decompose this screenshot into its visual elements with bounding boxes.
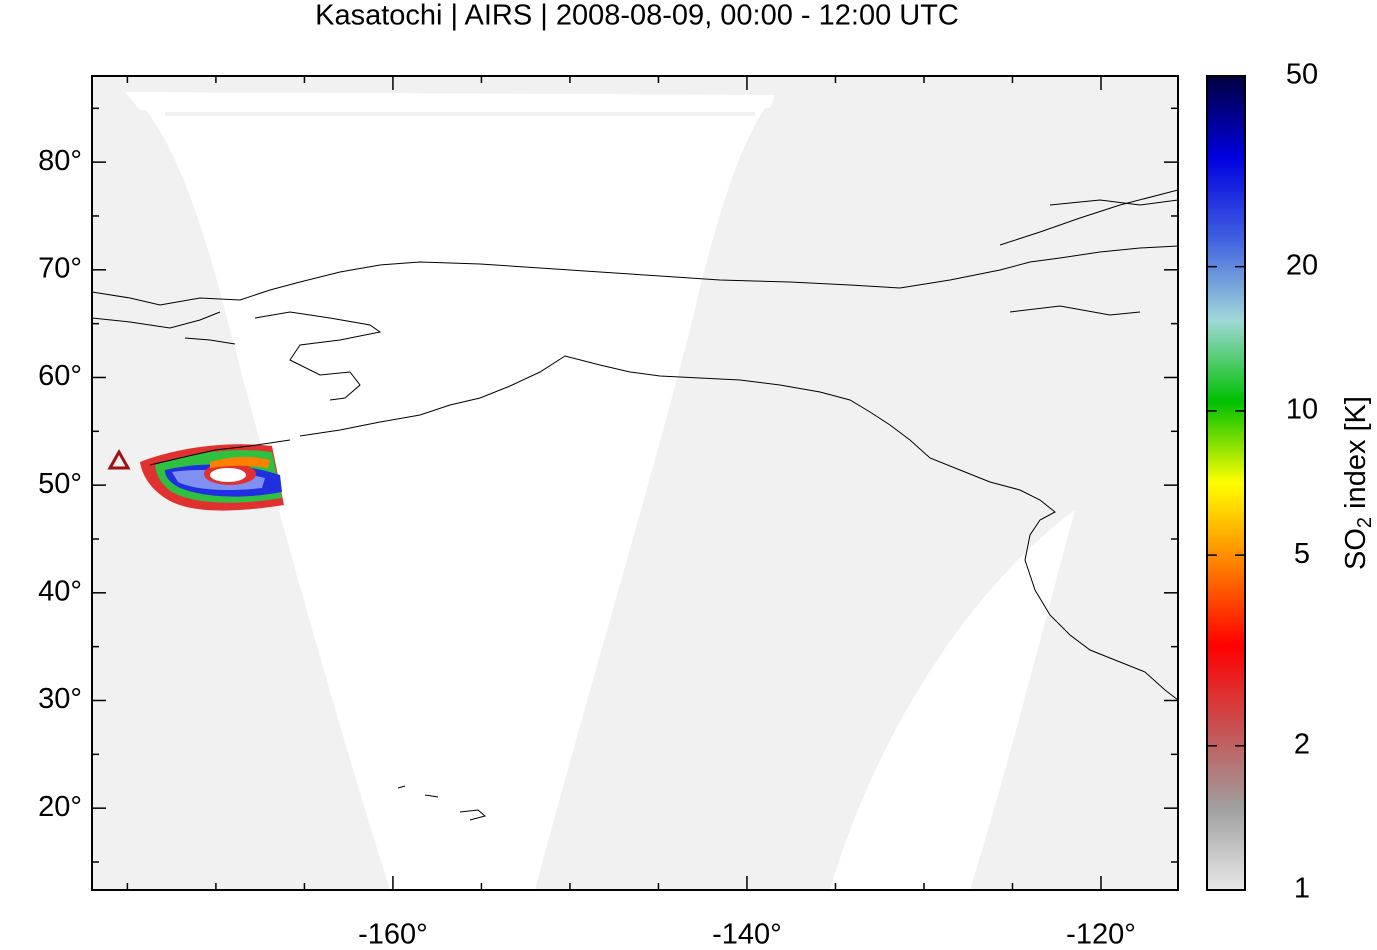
colorbar-label-main: SO: [1340, 528, 1372, 570]
so2-plume: [140, 444, 284, 511]
map: [92, 76, 1178, 890]
swath-gap: [125, 92, 775, 110]
colorbar-label-rest: index [K]: [1340, 396, 1372, 517]
y-tick-label: 50°: [38, 468, 82, 500]
x-tick-label: -120°: [1066, 919, 1136, 950]
colorbar-tick-label: 1: [1294, 873, 1310, 905]
volcano-marker: [107, 448, 131, 470]
scan-line: [165, 112, 755, 116]
colorbar-label-sub: 2: [1354, 517, 1376, 528]
swath-gap: [100, 92, 775, 890]
y-tick-label: 60°: [38, 360, 82, 392]
colorbar-tick-label: 50: [1286, 59, 1318, 91]
chart-title: Kasatochi | AIRS | 2008-08-09, 00:00 - 1…: [315, 0, 959, 32]
y-tick-label: 20°: [38, 791, 82, 823]
swath-gap: [830, 510, 1075, 890]
coastline: [92, 189, 1178, 821]
y-tick-label: 30°: [38, 683, 82, 715]
y-tick-label: 80°: [38, 145, 82, 177]
colorbar-label: SO2 index [K]: [1340, 396, 1377, 570]
x-tick-label: -140°: [712, 919, 782, 950]
colorbar-tick-label: 5: [1294, 538, 1310, 570]
y-tick-label: 40°: [38, 575, 82, 607]
colorbar-tick-label: 10: [1286, 394, 1318, 426]
y-tick-label: 70°: [38, 252, 82, 284]
colorbar-frame: [1206, 75, 1246, 891]
colorbar: [1207, 76, 1245, 890]
plot-frame: [91, 75, 1179, 891]
x-tick-label: -160°: [358, 919, 428, 950]
colorbar-tick-label: 2: [1294, 728, 1310, 760]
colorbar-tick-label: 20: [1286, 249, 1318, 281]
